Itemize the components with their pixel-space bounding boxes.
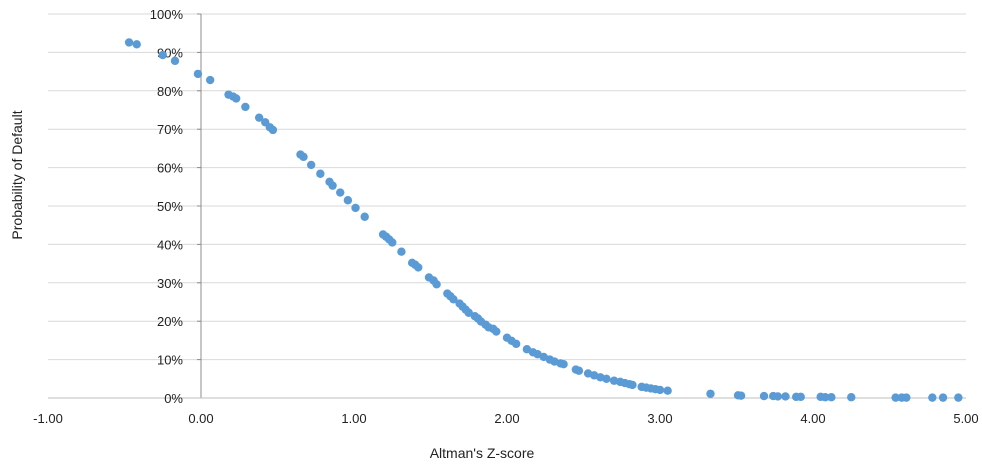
data-point <box>511 339 521 349</box>
data-point <box>602 374 611 383</box>
data-point <box>821 393 830 402</box>
data-point <box>336 188 345 197</box>
x-tick-label: 0.00 <box>188 411 213 426</box>
data-point <box>449 295 458 304</box>
y-tick-label: 100% <box>150 7 184 22</box>
data-point <box>397 247 406 256</box>
x-axis-title: Altman's Z-score <box>430 445 535 461</box>
y-tick-label: 10% <box>157 353 183 368</box>
x-tick-label: 3.00 <box>647 411 672 426</box>
data-point <box>628 380 637 390</box>
data-point <box>655 385 665 395</box>
data-point <box>158 50 167 60</box>
data-point <box>773 392 783 401</box>
data-point <box>414 263 423 272</box>
x-tick-label: 1.00 <box>341 411 366 426</box>
y-tick-label: 30% <box>157 276 183 291</box>
data-point <box>241 102 250 112</box>
data-point <box>193 69 203 79</box>
y-tick-label: 40% <box>157 237 183 252</box>
y-axis-title: Probability of Default <box>9 110 25 239</box>
data-point <box>124 38 134 47</box>
data-point <box>170 56 180 66</box>
data-point <box>492 327 501 336</box>
data-point <box>706 389 715 398</box>
y-tick-label: 0% <box>164 391 183 406</box>
data-point <box>559 360 568 369</box>
data-point <box>891 393 900 402</box>
data-point <box>736 391 746 400</box>
data-point <box>954 393 963 402</box>
data-point <box>343 196 353 205</box>
data-point <box>254 113 264 122</box>
x-tick-label: 5.00 <box>953 411 978 426</box>
data-point <box>328 181 337 190</box>
data-point <box>759 391 769 401</box>
data-point <box>132 40 141 49</box>
data-point <box>268 125 278 135</box>
data-point <box>432 280 441 289</box>
y-tick-label: 80% <box>157 84 183 99</box>
data-points <box>124 38 963 402</box>
x-tick-label: -1.00 <box>33 411 63 426</box>
data-point <box>938 393 948 402</box>
data-point <box>781 392 790 401</box>
data-point <box>464 308 473 317</box>
data-point <box>360 212 369 221</box>
data-point <box>351 203 360 213</box>
x-tick-label: 4.00 <box>800 411 825 426</box>
x-tick-label: 2.00 <box>494 411 519 426</box>
data-point <box>316 169 325 178</box>
y-tick-label: 60% <box>157 161 183 176</box>
x-axis-tick-labels: -1.00 0.00 1.00 2.00 3.00 4.00 5.00 <box>33 411 978 426</box>
y-axis-tick-labels: 0%10%20%30%40%50%60%70%80%90%100% <box>150 7 184 406</box>
data-point <box>928 393 937 402</box>
data-point <box>574 366 584 375</box>
data-point <box>299 152 308 162</box>
data-point <box>796 392 805 402</box>
gridlines <box>48 13 966 399</box>
data-point <box>306 160 316 170</box>
y-tick-label: 20% <box>157 314 183 329</box>
data-point <box>827 393 836 402</box>
data-point <box>388 238 397 247</box>
y-tick-label: 50% <box>157 199 183 214</box>
y-tick-label: 70% <box>157 122 183 137</box>
data-point <box>231 94 241 103</box>
data-point <box>205 75 215 85</box>
data-point <box>902 393 911 402</box>
data-point <box>663 386 672 395</box>
data-point <box>847 393 856 402</box>
